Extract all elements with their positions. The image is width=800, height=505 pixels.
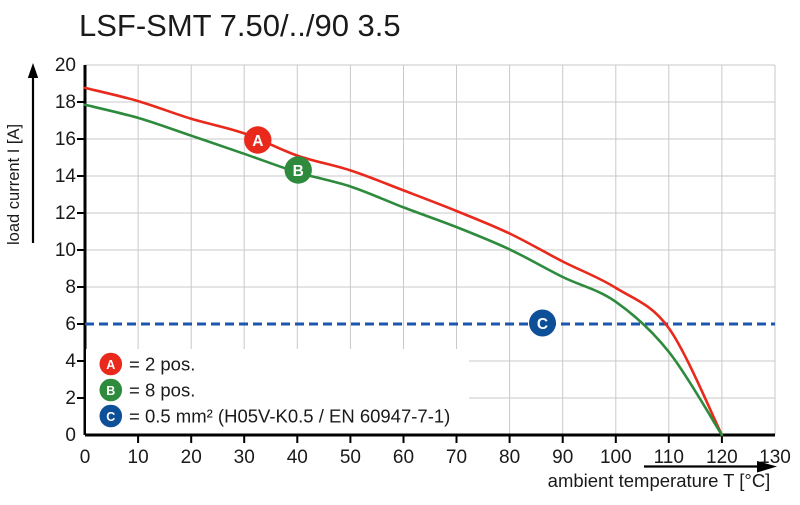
svg-text:A: A [252,133,263,150]
svg-text:12: 12 [55,203,76,224]
svg-text:16: 16 [55,129,76,150]
svg-text:C: C [106,410,115,424]
svg-text:18: 18 [55,92,76,113]
svg-text:90: 90 [552,447,573,468]
svg-text:C: C [537,316,548,333]
svg-text:= 8 pos.: = 8 pos. [129,380,195,401]
svg-text:20: 20 [181,447,202,468]
svg-text:ambient temperature T [°C]: ambient temperature T [°C] [548,470,771,491]
svg-text:0: 0 [80,447,91,468]
svg-text:40: 40 [287,447,308,468]
svg-text:80: 80 [499,447,520,468]
svg-text:10: 10 [55,240,76,261]
svg-text:= 2 pos.: = 2 pos. [129,354,195,375]
svg-text:70: 70 [446,447,467,468]
svg-text:20: 20 [55,55,76,76]
svg-text:10: 10 [128,447,149,468]
svg-text:8: 8 [65,277,76,298]
svg-text:= 0.5 mm² (H05V-K0.5 / EN 6094: = 0.5 mm² (H05V-K0.5 / EN 60947-7-1) [129,406,450,427]
svg-text:110: 110 [654,447,684,468]
svg-text:60: 60 [393,447,414,468]
svg-text:A: A [106,358,115,372]
svg-text:0: 0 [65,425,76,446]
svg-text:100: 100 [600,447,632,468]
svg-text:2: 2 [65,388,76,409]
svg-text:14: 14 [55,166,77,187]
svg-text:50: 50 [340,447,361,468]
svg-text:B: B [106,384,115,398]
svg-text:load current I [A]: load current I [A] [5,124,23,245]
svg-text:4: 4 [65,351,76,372]
svg-text:120: 120 [706,447,738,468]
svg-text:6: 6 [65,314,76,335]
svg-text:B: B [293,163,304,180]
svg-text:30: 30 [234,447,255,468]
